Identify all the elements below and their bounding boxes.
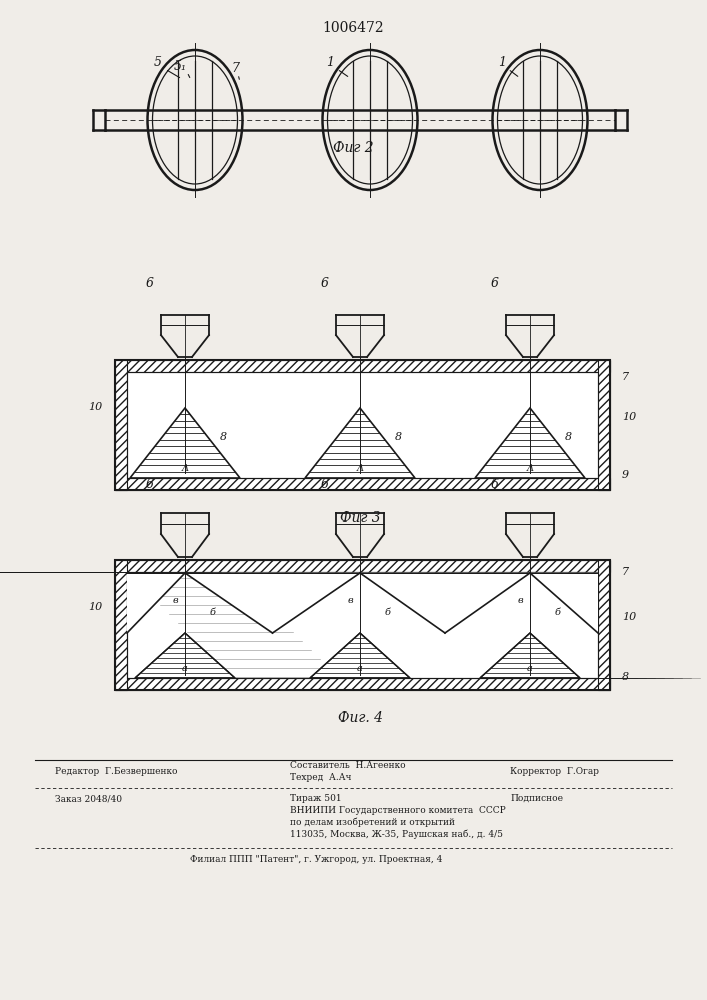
Polygon shape <box>185 573 360 633</box>
Text: ВНИИПИ Государственного комитета  СССР: ВНИИПИ Государственного комитета СССР <box>290 806 506 815</box>
Bar <box>115 478 610 490</box>
Text: Фиг 2: Фиг 2 <box>333 141 373 155</box>
Text: 9: 9 <box>622 470 629 480</box>
Text: а: а <box>357 664 363 673</box>
Bar <box>115 360 127 490</box>
Text: 1006472: 1006472 <box>322 21 384 35</box>
Polygon shape <box>127 573 185 633</box>
Text: а: а <box>182 664 188 673</box>
Text: 5: 5 <box>154 56 162 69</box>
Text: 7: 7 <box>622 372 629 382</box>
Text: 7: 7 <box>231 62 239 75</box>
Bar <box>127 572 598 678</box>
Text: 6: 6 <box>321 478 329 491</box>
Text: 113035, Москва, Ж-35, Раушская наб., д. 4/5: 113035, Москва, Ж-35, Раушская наб., д. … <box>290 830 503 839</box>
Text: Составитель  Н.Агеенко: Составитель Н.Агеенко <box>290 761 406 770</box>
Bar <box>127 372 598 478</box>
Text: 1: 1 <box>326 56 334 69</box>
Text: Техред  А.Ач: Техред А.Ач <box>290 773 351 782</box>
Text: 10: 10 <box>88 402 102 412</box>
Text: б: б <box>555 608 561 617</box>
Bar <box>127 572 598 678</box>
Text: в: в <box>173 596 178 605</box>
Bar <box>115 360 610 372</box>
Bar <box>115 560 610 690</box>
Text: Подписное: Подписное <box>510 794 563 803</box>
Bar <box>127 372 598 478</box>
Text: 6: 6 <box>321 277 329 290</box>
Text: б: б <box>385 608 391 617</box>
Bar <box>115 678 610 690</box>
Text: 6: 6 <box>146 277 154 290</box>
Bar <box>115 360 610 490</box>
Text: Λ: Λ <box>527 464 534 473</box>
Text: Заказ 2048/40: Заказ 2048/40 <box>55 794 122 803</box>
Text: 10: 10 <box>622 612 636 622</box>
Bar <box>115 560 127 690</box>
Text: 10: 10 <box>622 412 636 422</box>
Text: 7: 7 <box>622 567 629 577</box>
Polygon shape <box>530 573 598 633</box>
Text: 6: 6 <box>146 478 154 491</box>
Bar <box>598 560 610 690</box>
Polygon shape <box>127 572 598 633</box>
Text: 8: 8 <box>219 432 226 442</box>
Text: Филиал ППП "Патент", г. Ужгород, ул. Проектная, 4: Филиал ППП "Патент", г. Ужгород, ул. Про… <box>190 855 443 864</box>
Text: Фиг. 4: Фиг. 4 <box>337 711 382 725</box>
Text: 10: 10 <box>88 602 102 612</box>
Bar <box>115 560 610 572</box>
Text: Редактор  Г.Безвершенко: Редактор Г.Безвершенко <box>55 767 177 776</box>
Text: 1: 1 <box>498 56 506 69</box>
Text: Фиг 3: Фиг 3 <box>339 511 380 525</box>
Polygon shape <box>360 573 530 633</box>
Text: 6: 6 <box>491 478 499 491</box>
Text: 8: 8 <box>622 672 629 682</box>
Text: Корректор  Г.Огар: Корректор Г.Огар <box>510 767 599 776</box>
Text: б: б <box>210 608 216 617</box>
Bar <box>127 572 598 633</box>
Text: в: в <box>518 596 522 605</box>
Text: Λ: Λ <box>182 464 189 473</box>
Text: в: в <box>347 596 353 605</box>
Text: 8: 8 <box>395 432 402 442</box>
Text: 6: 6 <box>491 277 499 290</box>
Text: Λ: Λ <box>356 464 363 473</box>
Text: 8: 8 <box>564 432 571 442</box>
Bar <box>598 360 610 490</box>
Text: а: а <box>527 664 533 673</box>
Text: Тираж 501: Тираж 501 <box>290 794 341 803</box>
Text: по делам изобретений и открытий: по делам изобретений и открытий <box>290 818 455 827</box>
Text: 5₁: 5₁ <box>173 60 187 73</box>
